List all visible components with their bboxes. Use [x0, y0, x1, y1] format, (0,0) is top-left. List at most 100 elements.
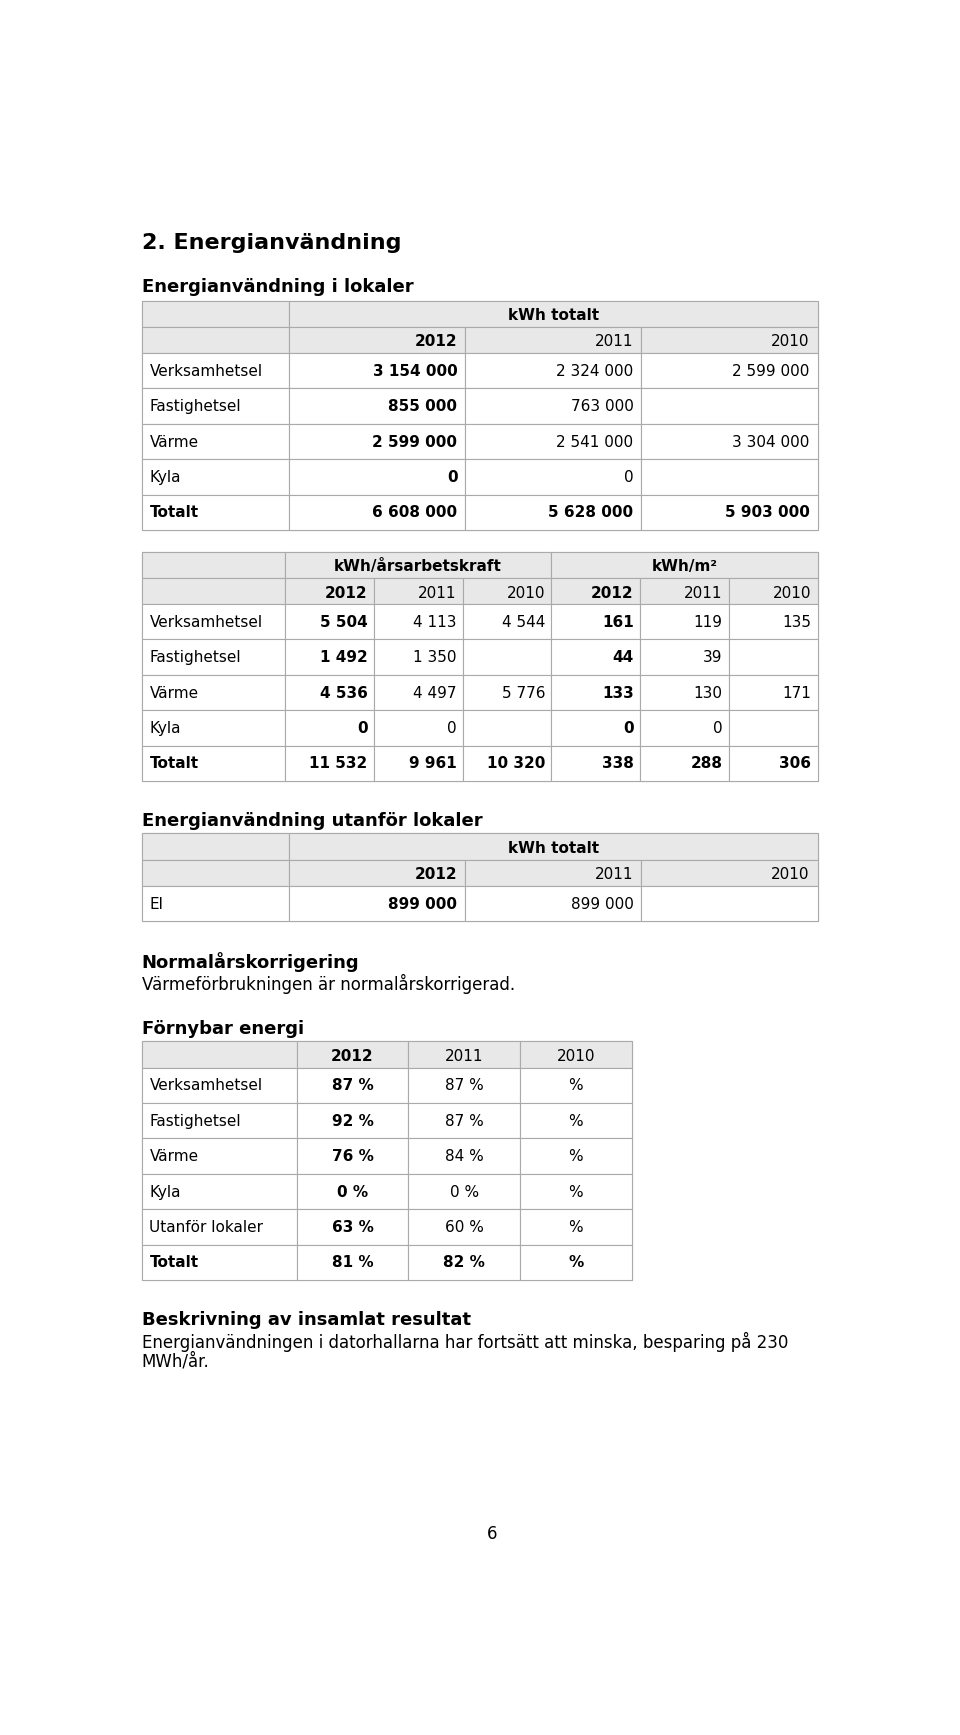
Bar: [142, 1175, 297, 1209]
Bar: [640, 746, 729, 781]
Bar: [551, 578, 640, 604]
Bar: [729, 675, 818, 710]
Text: Fastighetsel: Fastighetsel: [150, 1114, 241, 1129]
Text: 4 544: 4 544: [502, 614, 545, 630]
Text: 81 %: 81 %: [332, 1256, 373, 1270]
Text: 899 000: 899 000: [570, 897, 634, 911]
Text: 0: 0: [713, 722, 723, 736]
Text: kWh/årsarbetskraft: kWh/årsarbetskraft: [334, 559, 502, 574]
Text: Fastighetsel: Fastighetsel: [150, 399, 241, 415]
Bar: [142, 833, 818, 921]
Text: 4 497: 4 497: [413, 685, 456, 701]
Bar: [297, 1209, 408, 1244]
Text: %: %: [568, 1077, 583, 1093]
Text: Beskrivning av insamlat resultat: Beskrivning av insamlat resultat: [142, 1312, 470, 1329]
Bar: [289, 300, 818, 326]
Text: 0: 0: [623, 722, 634, 736]
Bar: [373, 746, 463, 781]
Text: Fastighetsel: Fastighetsel: [150, 651, 241, 665]
Bar: [729, 578, 818, 604]
Bar: [408, 1244, 520, 1280]
Text: 2012: 2012: [591, 585, 634, 600]
Bar: [142, 460, 289, 494]
Bar: [551, 640, 640, 675]
Bar: [466, 326, 641, 352]
Bar: [142, 1244, 297, 1280]
Bar: [373, 578, 463, 604]
Text: 84 %: 84 %: [444, 1149, 484, 1164]
Text: 4 113: 4 113: [413, 614, 456, 630]
Bar: [641, 423, 818, 460]
Text: 3 154 000: 3 154 000: [372, 364, 457, 378]
Bar: [463, 675, 551, 710]
Bar: [408, 1103, 520, 1138]
Bar: [297, 1103, 408, 1138]
Text: 92 %: 92 %: [331, 1114, 373, 1129]
Bar: [297, 1244, 408, 1280]
Bar: [729, 640, 818, 675]
Text: 5 903 000: 5 903 000: [725, 505, 809, 520]
Bar: [729, 710, 818, 746]
Text: 2011: 2011: [444, 1050, 483, 1064]
Bar: [289, 494, 466, 531]
Bar: [641, 389, 818, 423]
Bar: [142, 887, 289, 921]
Bar: [463, 604, 551, 640]
Bar: [463, 746, 551, 781]
Bar: [466, 460, 641, 494]
Bar: [289, 352, 466, 389]
Text: Verksamhetsel: Verksamhetsel: [150, 1077, 263, 1093]
Text: 4 536: 4 536: [320, 685, 368, 701]
Text: 338: 338: [602, 756, 634, 772]
Bar: [640, 578, 729, 604]
Text: Kyla: Kyla: [150, 1185, 180, 1199]
Bar: [729, 746, 818, 781]
Text: Energianvändning i lokaler: Energianvändning i lokaler: [142, 278, 414, 295]
Bar: [408, 1041, 520, 1067]
Text: Utanför lokaler: Utanför lokaler: [150, 1220, 263, 1235]
Bar: [142, 578, 285, 604]
Bar: [640, 604, 729, 640]
Text: Värme: Värme: [150, 434, 199, 449]
Bar: [142, 746, 285, 781]
Text: Värme: Värme: [150, 685, 199, 701]
Text: Energianvändningen i datorhallarna har fortsätt att minska, besparing på 230: Energianvändningen i datorhallarna har f…: [142, 1332, 788, 1353]
Bar: [142, 1067, 297, 1103]
Bar: [289, 423, 466, 460]
Text: 1 492: 1 492: [320, 651, 368, 665]
Text: 2012: 2012: [325, 585, 368, 600]
Bar: [285, 675, 373, 710]
Text: 855 000: 855 000: [389, 399, 457, 415]
Text: 2. Energianvändning: 2. Energianvändning: [142, 232, 401, 253]
Text: 288: 288: [690, 756, 723, 772]
Bar: [466, 389, 641, 423]
Text: El: El: [150, 897, 163, 911]
Text: 63 %: 63 %: [331, 1220, 373, 1235]
Bar: [142, 640, 285, 675]
Text: 0 %: 0 %: [337, 1185, 368, 1199]
Bar: [142, 352, 289, 389]
Text: 39: 39: [703, 651, 723, 665]
Bar: [520, 1103, 632, 1138]
Text: 3 304 000: 3 304 000: [732, 434, 809, 449]
Text: 2010: 2010: [773, 585, 811, 600]
Bar: [641, 494, 818, 531]
Text: 1 350: 1 350: [413, 651, 456, 665]
Bar: [289, 460, 466, 494]
Bar: [551, 604, 640, 640]
Bar: [408, 1067, 520, 1103]
Bar: [551, 675, 640, 710]
Text: 0: 0: [357, 722, 368, 736]
Bar: [142, 552, 818, 781]
Text: 2011: 2011: [418, 585, 456, 600]
Bar: [373, 604, 463, 640]
Bar: [463, 710, 551, 746]
Text: 76 %: 76 %: [331, 1149, 373, 1164]
Text: Värme: Värme: [150, 1149, 199, 1164]
Bar: [641, 352, 818, 389]
Bar: [142, 1138, 297, 1175]
Text: 171: 171: [782, 685, 811, 701]
Text: kWh totalt: kWh totalt: [508, 309, 599, 323]
Text: 2011: 2011: [595, 868, 634, 883]
Text: Energianvändning utanför lokaler: Energianvändning utanför lokaler: [142, 812, 482, 829]
